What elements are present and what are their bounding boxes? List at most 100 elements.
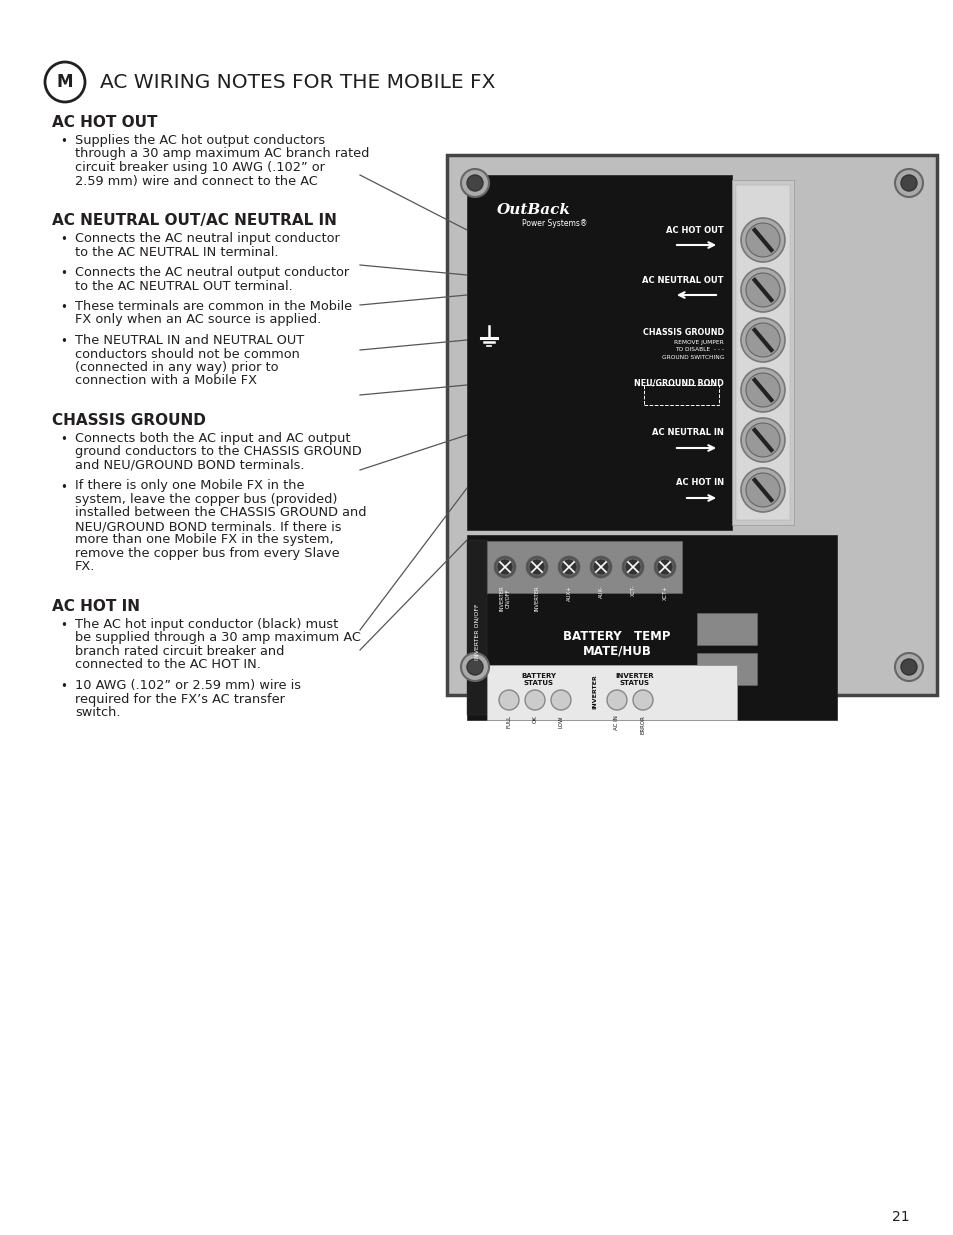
- FancyBboxPatch shape: [731, 180, 793, 525]
- Text: connected to the AC HOT IN.: connected to the AC HOT IN.: [75, 658, 260, 672]
- Text: FX.: FX.: [75, 561, 95, 573]
- Circle shape: [745, 224, 780, 257]
- Text: If there is only one Mobile FX in the: If there is only one Mobile FX in the: [75, 479, 304, 493]
- Text: •: •: [60, 433, 67, 446]
- Text: OK: OK: [532, 715, 537, 722]
- Text: CHASSIS GROUND: CHASSIS GROUND: [642, 329, 723, 337]
- Text: •: •: [60, 680, 67, 693]
- Text: INVERTER: INVERTER: [534, 585, 539, 610]
- Text: INVERTER
STATUS: INVERTER STATUS: [615, 673, 654, 685]
- Text: OutBack: OutBack: [497, 203, 571, 217]
- Text: circuit breaker using 10 AWG (.102” or: circuit breaker using 10 AWG (.102” or: [75, 161, 325, 174]
- Text: ground conductors to the CHASSIS GROUND: ground conductors to the CHASSIS GROUND: [75, 446, 361, 458]
- Text: INVERTER ON/OFF: INVERTER ON/OFF: [474, 604, 479, 661]
- Text: and NEU/GROUND BOND terminals.: and NEU/GROUND BOND terminals.: [75, 459, 304, 472]
- Text: switch.: switch.: [75, 706, 120, 719]
- Text: AC HOT OUT: AC HOT OUT: [52, 115, 157, 130]
- Circle shape: [467, 659, 482, 676]
- Text: •: •: [60, 301, 67, 314]
- Text: The NEUTRAL IN and NEUTRAL OUT: The NEUTRAL IN and NEUTRAL OUT: [75, 333, 304, 347]
- Circle shape: [588, 555, 613, 579]
- Text: GROUND SWITCHING: GROUND SWITCHING: [661, 354, 723, 359]
- Text: to the AC NEUTRAL IN terminal.: to the AC NEUTRAL IN terminal.: [75, 246, 278, 258]
- Text: LOW: LOW: [558, 715, 563, 727]
- Circle shape: [606, 690, 626, 710]
- Circle shape: [460, 653, 489, 680]
- Text: be supplied through a 30 amp maximum AC: be supplied through a 30 amp maximum AC: [75, 631, 360, 645]
- Text: AC HOT IN: AC HOT IN: [675, 478, 723, 487]
- Text: FULL: FULL: [506, 715, 511, 729]
- Text: 10 AWG (.102” or 2.59 mm) wire is: 10 AWG (.102” or 2.59 mm) wire is: [75, 679, 301, 692]
- FancyBboxPatch shape: [486, 664, 737, 720]
- Text: XCT+: XCT+: [661, 585, 667, 600]
- Text: FX only when an AC source is applied.: FX only when an AC source is applied.: [75, 314, 321, 326]
- Text: AC HOT IN: AC HOT IN: [52, 599, 140, 614]
- Text: remove the copper bus from every Slave: remove the copper bus from every Slave: [75, 547, 339, 559]
- Text: conductors should not be common: conductors should not be common: [75, 347, 299, 361]
- Circle shape: [740, 317, 784, 362]
- Circle shape: [551, 690, 571, 710]
- Circle shape: [593, 559, 608, 576]
- Text: Connects the AC neutral output conductor: Connects the AC neutral output conductor: [75, 266, 349, 279]
- Circle shape: [493, 555, 517, 579]
- Text: Connects both the AC input and AC output: Connects both the AC input and AC output: [75, 432, 350, 445]
- Circle shape: [745, 424, 780, 457]
- Text: CHASSIS GROUND: CHASSIS GROUND: [52, 412, 206, 429]
- Circle shape: [497, 559, 513, 576]
- Text: AC HOT OUT: AC HOT OUT: [665, 226, 723, 235]
- Text: REMOVE JUMPER: REMOVE JUMPER: [674, 340, 723, 345]
- FancyBboxPatch shape: [467, 535, 836, 720]
- Circle shape: [524, 690, 544, 710]
- Text: •: •: [60, 335, 67, 348]
- Circle shape: [524, 555, 548, 579]
- Text: •: •: [60, 619, 67, 632]
- Text: more than one Mobile FX in the system,: more than one Mobile FX in the system,: [75, 534, 334, 547]
- Circle shape: [740, 219, 784, 262]
- Text: •: •: [60, 233, 67, 246]
- Text: MATE/HUB: MATE/HUB: [582, 645, 651, 658]
- Text: installed between the CHASSIS GROUND and: installed between the CHASSIS GROUND and: [75, 506, 366, 520]
- Text: AUX-: AUX-: [598, 585, 603, 598]
- Text: AC IN: AC IN: [614, 715, 618, 730]
- FancyBboxPatch shape: [697, 613, 757, 645]
- Text: NEU/GROUND BOND terminals. If there is: NEU/GROUND BOND terminals. If there is: [75, 520, 341, 534]
- Circle shape: [467, 175, 482, 191]
- Text: M: M: [56, 73, 73, 91]
- FancyBboxPatch shape: [697, 653, 757, 685]
- Text: through a 30 amp maximum AC branch rated: through a 30 amp maximum AC branch rated: [75, 147, 369, 161]
- Circle shape: [900, 175, 916, 191]
- Text: •: •: [60, 267, 67, 280]
- Text: required for the FX’s AC transfer: required for the FX’s AC transfer: [75, 693, 285, 705]
- Text: to the AC NEUTRAL OUT terminal.: to the AC NEUTRAL OUT terminal.: [75, 279, 293, 293]
- FancyBboxPatch shape: [486, 541, 681, 593]
- Circle shape: [745, 273, 780, 308]
- Circle shape: [624, 559, 640, 576]
- Circle shape: [620, 555, 644, 579]
- FancyBboxPatch shape: [735, 185, 789, 520]
- Text: TO DISABLE  - - -: TO DISABLE - - -: [675, 347, 723, 352]
- Text: ERROR: ERROR: [639, 715, 645, 734]
- Text: NEU/GROUND BOND: NEU/GROUND BOND: [634, 378, 723, 387]
- FancyBboxPatch shape: [467, 540, 486, 715]
- Text: AC NEUTRAL OUT/AC NEUTRAL IN: AC NEUTRAL OUT/AC NEUTRAL IN: [52, 212, 336, 228]
- Circle shape: [560, 559, 577, 576]
- Text: These terminals are common in the Mobile: These terminals are common in the Mobile: [75, 300, 352, 312]
- Text: AC NEUTRAL OUT: AC NEUTRAL OUT: [641, 275, 723, 285]
- Text: Connects the AC neutral input conductor: Connects the AC neutral input conductor: [75, 232, 339, 245]
- Circle shape: [652, 555, 677, 579]
- Text: AUX+: AUX+: [566, 585, 571, 600]
- Text: Power Systems®: Power Systems®: [521, 219, 587, 228]
- Circle shape: [894, 169, 923, 198]
- Text: •: •: [60, 480, 67, 494]
- Text: INVERTER
ON/OFF: INVERTER ON/OFF: [499, 585, 510, 610]
- Text: (connected in any way) prior to: (connected in any way) prior to: [75, 361, 278, 374]
- Text: The AC hot input conductor (black) must: The AC hot input conductor (black) must: [75, 618, 338, 631]
- Circle shape: [740, 468, 784, 513]
- Circle shape: [894, 653, 923, 680]
- Circle shape: [900, 659, 916, 676]
- FancyBboxPatch shape: [447, 156, 936, 695]
- FancyBboxPatch shape: [467, 175, 731, 530]
- Circle shape: [460, 169, 489, 198]
- Circle shape: [657, 559, 672, 576]
- Text: •: •: [60, 135, 67, 148]
